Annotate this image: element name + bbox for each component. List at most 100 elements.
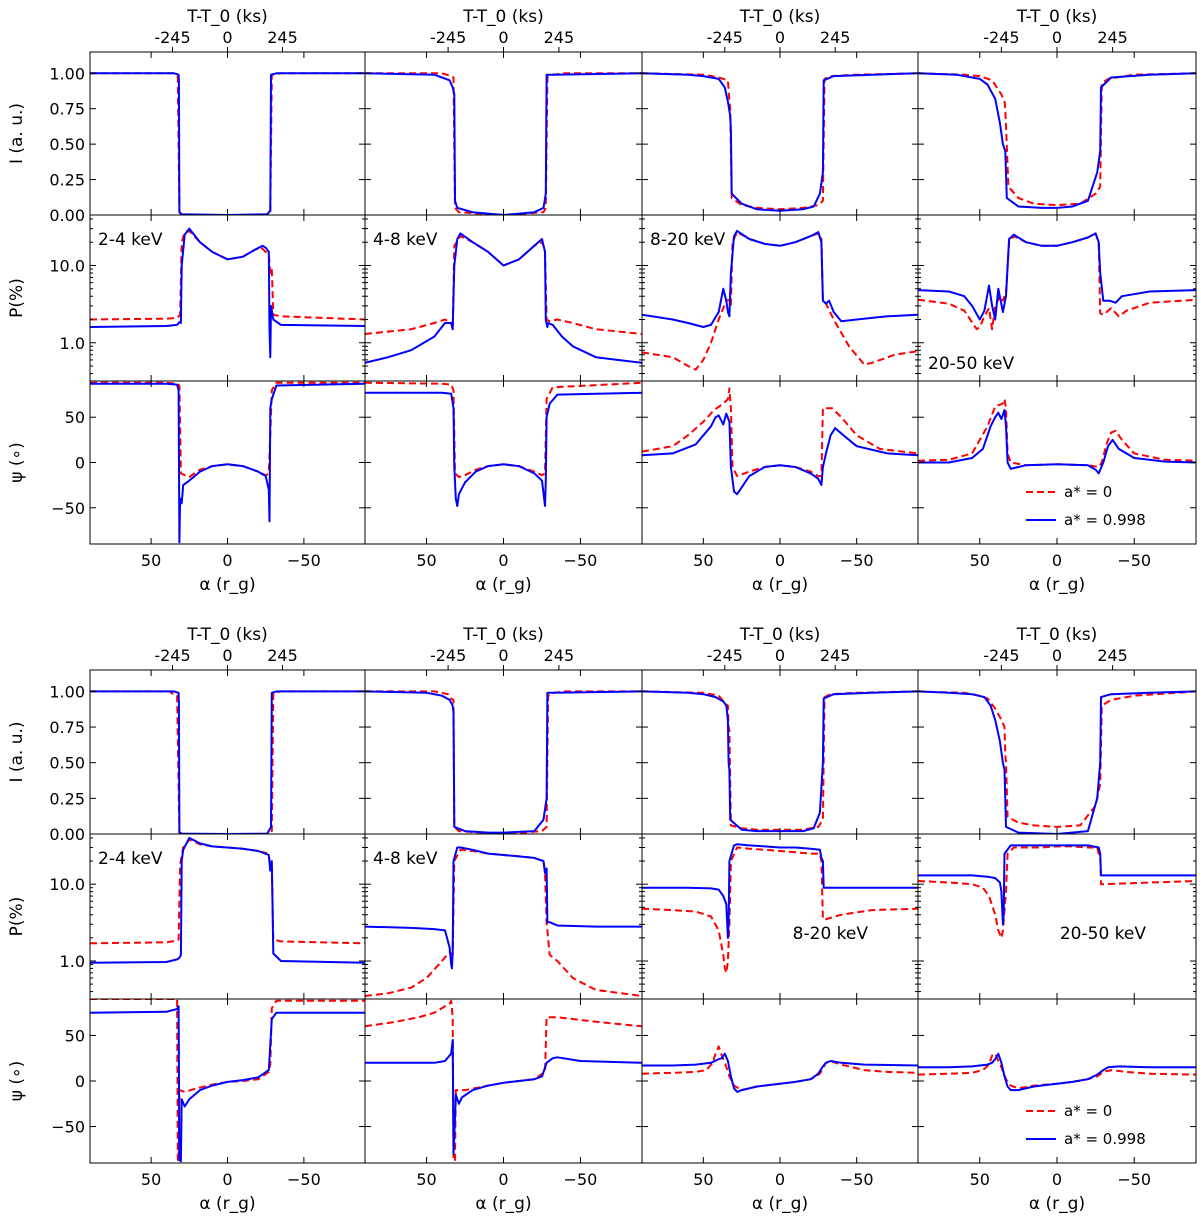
- x-tick-label: 50: [693, 1170, 713, 1189]
- series-line-a0: [365, 235, 642, 335]
- legend-label: a* = 0.998: [1064, 511, 1146, 529]
- series-line-a0998: [365, 846, 642, 970]
- top-tick-label: -245: [430, 28, 466, 47]
- series-line-a0: [90, 999, 365, 1163]
- series-line-a0: [642, 72, 918, 211]
- top-tick-label: 245: [1097, 646, 1128, 665]
- panel-P: 4-8 keV: [364, 833, 643, 1000]
- top-tick-label: 245: [544, 646, 575, 665]
- top-axis-label: T-T_0 (ks): [462, 625, 543, 645]
- panel-frame: [89, 380, 366, 545]
- band-label: 4-8 keV: [373, 849, 438, 869]
- row-label-I: I (a. u.): [7, 721, 27, 782]
- series-line-a0998: [90, 72, 365, 215]
- series-line-a0998: [918, 1052, 1196, 1092]
- top-axis-label: T-T_0 (ks): [186, 7, 267, 27]
- y-tick-label: 0: [75, 454, 85, 473]
- panel-psi: 50 0 −50 α (r_g) a* = 0 a* = 0.998: [917, 998, 1197, 1214]
- top-tick-label: 0: [775, 28, 785, 47]
- top-tick-label: 245: [1097, 28, 1128, 47]
- panel-P: 8-20 keV: [641, 214, 919, 382]
- top-tick-label: 245: [267, 646, 298, 665]
- y-tick-label: 0.75: [49, 718, 85, 737]
- series-line-a0998: [642, 843, 918, 939]
- top-tick-label: 0: [1052, 646, 1062, 665]
- series-line-a0: [365, 848, 642, 997]
- row-label-psi: ψ (∘): [7, 1061, 27, 1102]
- top-axis-label: T-T_0 (ks): [186, 625, 267, 645]
- x-tick-label: 50: [141, 551, 161, 570]
- x-tick-label: 0: [222, 551, 232, 570]
- series-line-a0: [642, 690, 918, 831]
- x-axis-label: α (r_g): [199, 575, 255, 595]
- x-tick-label: −50: [564, 1170, 598, 1189]
- band-label: 8-20 keV: [793, 924, 869, 944]
- x-tick-label: −50: [1117, 1170, 1151, 1189]
- series-line-a0998: [918, 409, 1196, 475]
- y-tick-label: 1.00: [49, 682, 85, 701]
- series-line-a0998: [642, 229, 918, 328]
- x-tick-label: 0: [775, 1170, 785, 1189]
- y-tick-label: 0.00: [49, 825, 85, 844]
- y-tick-label: 0.00: [49, 206, 85, 225]
- top-tick-label: 0: [775, 646, 785, 665]
- x-tick-label: 0: [498, 1170, 508, 1189]
- series-line-a0998: [642, 690, 918, 833]
- panel-frame: [641, 669, 919, 835]
- row-label-P: P(%): [7, 278, 27, 318]
- y-tick-label: 1.0: [60, 334, 85, 353]
- panel-P: 20-50 keV: [917, 214, 1197, 382]
- series-line-a0: [365, 72, 642, 215]
- x-tick-label: 50: [693, 551, 713, 570]
- x-tick-label: −50: [287, 1170, 321, 1189]
- top-tick-label: 245: [267, 28, 298, 47]
- series-line-a0: [90, 72, 365, 215]
- y-tick-label: 10.0: [49, 875, 85, 894]
- y-tick-label: 1.0: [60, 952, 85, 971]
- top-axis-label: T-T_0 (ks): [1016, 625, 1097, 645]
- panel-psi: −50 0 50 50 0 −50 α (r_g) ψ (∘): [7, 380, 366, 595]
- panel-psi: 50 0 −50 α (r_g): [641, 380, 919, 595]
- x-tick-label: −50: [564, 551, 598, 570]
- panel-frame: [917, 380, 1197, 545]
- series-line-a0: [642, 231, 918, 371]
- panel-frame: [641, 380, 919, 545]
- x-tick-label: −50: [840, 551, 874, 570]
- panel-P: 4-8 keV: [364, 214, 643, 382]
- band-label: 20-50 keV: [1060, 924, 1146, 944]
- panel-psi: 50 0 −50 α (r_g): [364, 998, 643, 1214]
- x-tick-label: 0: [1052, 1170, 1062, 1189]
- row-label-psi: ψ (∘): [7, 442, 27, 483]
- x-tick-label: −50: [1117, 551, 1151, 570]
- x-tick-label: −50: [287, 551, 321, 570]
- panel-P: 1.0 10.0 P(%) 2-4 keV: [7, 214, 366, 382]
- series-line-a0: [642, 387, 918, 478]
- x-tick-label: 50: [416, 551, 436, 570]
- series-line-a0998: [642, 412, 918, 496]
- series-line-a0: [918, 1052, 1196, 1090]
- panel-frame: [917, 833, 1197, 1000]
- series-line-a0998: [90, 1005, 365, 1163]
- x-tick-label: 0: [775, 551, 785, 570]
- top-tick-label: -245: [983, 28, 1019, 47]
- panel-frame: [917, 669, 1197, 835]
- series-line-a0998: [365, 391, 642, 507]
- top-tick-label: -245: [983, 646, 1019, 665]
- series-line-a0: [365, 690, 642, 834]
- series-line-a0: [90, 381, 365, 478]
- series-line-a0998: [365, 1039, 642, 1155]
- band-label: 20-50 keV: [928, 354, 1014, 374]
- series-line-a0998: [642, 1052, 918, 1093]
- panel-frame: [641, 51, 919, 216]
- series-line-a0998: [90, 227, 365, 359]
- legend-label: a* = 0: [1064, 1102, 1112, 1120]
- top-axis-label: T-T_0 (ks): [1016, 7, 1097, 27]
